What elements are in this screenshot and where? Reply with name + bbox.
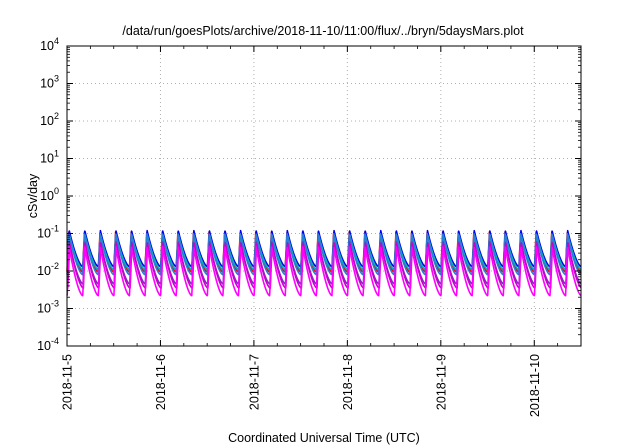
x-tick-labels: 2018-11-5 2018-11-6 2018-11-7 2018-11-8 2018… (61, 354, 542, 417)
y-tick-label: 10-2 (37, 261, 59, 278)
x-tick-label: 2018-11-6 (154, 354, 168, 410)
x-tick-label: 2018-11-7 (247, 354, 261, 410)
x-tick-label: 2018-11-8 (341, 354, 355, 410)
y-tick-label: 10-1 (37, 224, 59, 241)
grid-lines (67, 46, 581, 346)
y-tick-label: 101 (40, 149, 59, 166)
y-axis-label: cSv/day (26, 173, 40, 218)
x-tick-label: 2018-11-5 (61, 354, 75, 410)
y-tick-labels: 10-4 10-3 10-2 10-1 100 101 102 103 104 (37, 36, 59, 353)
series-line (66, 229, 582, 268)
tick-marks (66, 45, 581, 347)
y-tick-label: 10-3 (37, 299, 59, 316)
series-lines (66, 229, 582, 297)
y-tick-label: 100 (40, 186, 59, 203)
y-tick-label: 10-4 (37, 336, 59, 353)
x-tick-label: 2018-11-10 (528, 354, 542, 417)
series-line (66, 234, 582, 271)
series-line (66, 232, 582, 276)
y-tick-label: 104 (40, 36, 59, 53)
chart-title: /data/run/goesPlots/archive/2018-11-10/1… (122, 24, 524, 38)
series-line (66, 245, 582, 297)
x-tick-label: 2018-11-9 (434, 354, 448, 410)
y-tick-label: 103 (40, 74, 59, 91)
series-line (66, 242, 582, 289)
x-axis-label: Coordinated Universal Time (UTC) (228, 431, 420, 445)
y-tick-label: 102 (40, 111, 59, 128)
